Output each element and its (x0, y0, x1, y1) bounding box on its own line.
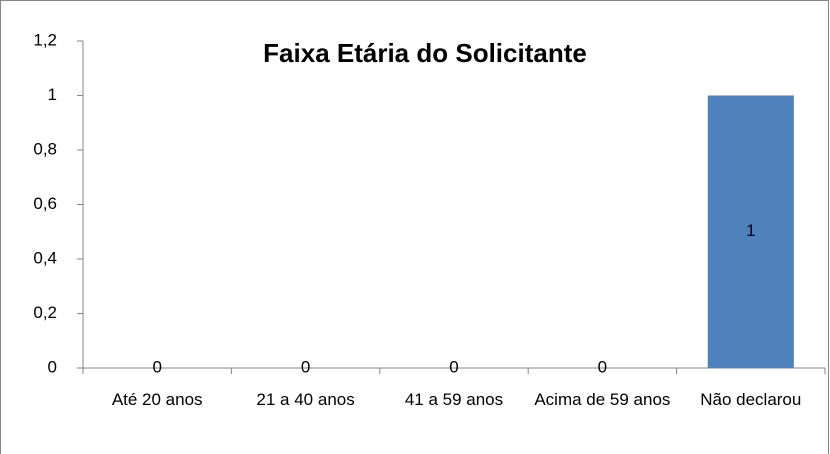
data-label: 0 (152, 357, 161, 376)
y-tick-label: 0,4 (33, 248, 57, 267)
chart-title: Faixa Etária do Solicitante (263, 38, 587, 68)
data-label: 1 (746, 221, 755, 240)
y-tick-label: 1,2 (33, 30, 57, 49)
data-label: 0 (449, 357, 458, 376)
y-tick-label: 0 (48, 357, 57, 376)
bar (707, 95, 794, 368)
y-tick-label: 1 (48, 85, 57, 104)
y-tick-label: 0,2 (33, 303, 57, 322)
data-label: 0 (598, 357, 607, 376)
data-label: 0 (301, 357, 310, 376)
x-tick-label: Não declarou (700, 390, 802, 409)
x-tick-label: Até 20 anos (111, 390, 203, 409)
x-tick-label: Acima de 59 anos (534, 390, 671, 409)
y-tick-label: 0,8 (33, 139, 57, 158)
x-tick-label: 41 a 59 anos (404, 390, 504, 409)
x-tick-label: 21 a 40 anos (256, 390, 355, 409)
y-tick-label: 0,6 (33, 194, 57, 213)
